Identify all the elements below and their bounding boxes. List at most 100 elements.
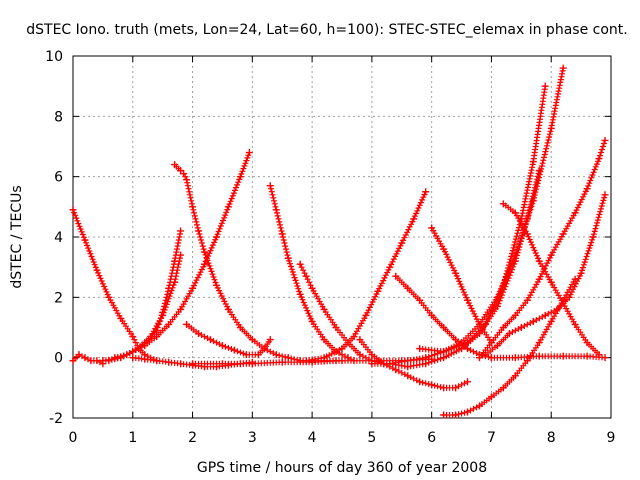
data-point <box>440 411 448 419</box>
y-tick-label: 6 <box>54 170 63 186</box>
data-point <box>547 251 555 259</box>
data-point <box>302 272 310 280</box>
x-tick-labels: 0 1 2 3 4 5 6 7 8 9 <box>69 430 616 446</box>
y-tick-label: 10 <box>45 49 63 65</box>
data-point <box>404 363 412 371</box>
data-point <box>105 293 113 301</box>
data-point <box>559 296 567 304</box>
data-point <box>595 155 603 163</box>
data-point <box>583 185 591 193</box>
data-point <box>535 257 543 265</box>
data-point <box>224 305 232 313</box>
data-point <box>481 351 489 359</box>
data-series <box>302 188 430 365</box>
data-point <box>165 358 173 366</box>
y-axis-label: dSTEC / TECUs <box>9 185 25 288</box>
data-point <box>481 320 489 328</box>
x-tick-label: 1 <box>128 430 137 446</box>
data-point <box>189 360 197 368</box>
y-tick-label: 2 <box>54 290 63 306</box>
data-point <box>493 302 501 310</box>
data-point <box>571 209 579 217</box>
data-point <box>404 372 412 380</box>
data-marks <box>69 64 609 419</box>
data-point <box>141 342 149 350</box>
data-point <box>189 203 197 211</box>
data-point <box>159 311 167 319</box>
data-point <box>386 360 394 368</box>
data-point <box>559 352 567 360</box>
data-point <box>153 357 161 365</box>
data-point <box>248 360 256 368</box>
data-point <box>248 336 256 344</box>
data-point <box>535 167 543 175</box>
data-series <box>428 224 495 347</box>
data-point <box>236 324 244 331</box>
data-point <box>440 354 448 362</box>
data-point <box>422 360 430 368</box>
data-series <box>416 82 549 356</box>
data-point <box>523 215 531 223</box>
data-point <box>511 354 519 362</box>
data-point <box>308 284 316 292</box>
data-point <box>452 336 460 344</box>
data-point <box>464 408 472 416</box>
data-series <box>392 272 495 362</box>
data-point <box>529 158 537 166</box>
data-point <box>499 384 507 392</box>
data-point <box>165 320 173 328</box>
data-series <box>487 352 609 362</box>
data-point <box>183 320 191 328</box>
data-point <box>452 411 460 419</box>
data-point <box>464 339 472 347</box>
data-point <box>201 260 209 268</box>
data-point <box>260 345 268 353</box>
data-point <box>93 357 101 365</box>
data-point <box>398 239 406 247</box>
data-point <box>475 402 483 410</box>
data-point <box>338 357 346 365</box>
data-point <box>189 284 197 292</box>
data-point <box>338 345 346 353</box>
data-point <box>356 336 364 344</box>
data-series <box>481 191 609 359</box>
data-point <box>475 354 483 362</box>
data-point <box>308 317 316 325</box>
data-point <box>99 357 107 365</box>
data-series <box>171 161 340 365</box>
data-point <box>374 287 382 295</box>
data-point <box>218 360 226 368</box>
data-point <box>410 215 418 223</box>
data-point <box>428 381 436 389</box>
data-point <box>475 320 483 328</box>
data-point <box>180 170 188 178</box>
axis-ticks <box>72 55 612 419</box>
data-point <box>517 324 525 331</box>
data-point <box>583 339 591 347</box>
chart-title: dSTEC Iono. truth (mets, Lon=24, Lat=60,… <box>26 22 627 38</box>
data-point <box>350 333 358 341</box>
data-point <box>171 278 179 286</box>
data-point <box>511 372 519 380</box>
x-tick-label: 9 <box>607 430 616 446</box>
data-point <box>81 236 89 244</box>
data-point <box>153 333 161 341</box>
data-point <box>206 336 214 344</box>
data-series <box>368 64 567 368</box>
data-point <box>601 354 609 362</box>
data-point <box>487 354 495 362</box>
series-trace <box>70 206 157 363</box>
data-point <box>245 149 253 157</box>
data-point <box>416 378 424 386</box>
data-point <box>87 357 95 365</box>
data-point <box>464 345 472 353</box>
data-point <box>487 339 495 347</box>
data-point <box>183 176 191 184</box>
data-point <box>595 351 603 359</box>
data-point <box>320 305 328 313</box>
data-point <box>147 333 155 341</box>
series-trace <box>70 351 103 366</box>
data-point <box>224 203 232 211</box>
data-point <box>559 64 567 72</box>
